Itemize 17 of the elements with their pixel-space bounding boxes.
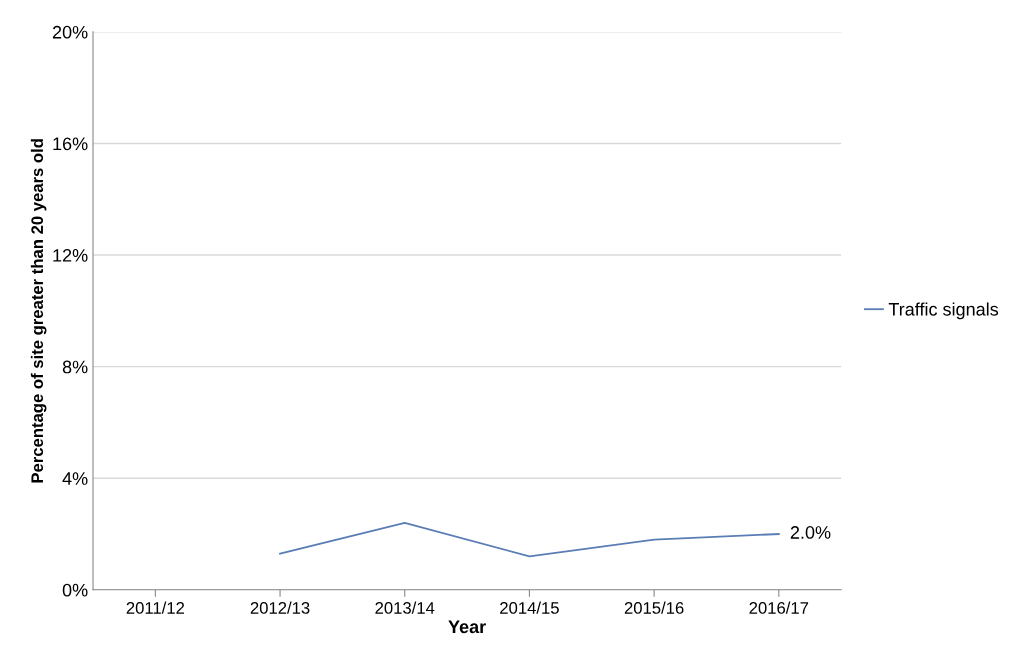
data-label: 2.0% bbox=[790, 526, 831, 539]
y-tick-label: 20% bbox=[52, 25, 88, 39]
x-tick-label: 2015/16 bbox=[624, 601, 684, 614]
y-tick-label: 4% bbox=[62, 472, 88, 485]
legend-label: Traffic signals bbox=[888, 302, 999, 320]
line-series bbox=[279, 521, 780, 558]
y-tick-label: 8% bbox=[62, 360, 88, 374]
x-tick-label: 2013/14 bbox=[375, 601, 435, 614]
y-tick-label: 16% bbox=[53, 137, 88, 151]
x-tick-label: 2014/15 bbox=[500, 601, 559, 614]
y-axis-title: Percentage of site greater than 20 years old bbox=[30, 139, 47, 483]
y-tick-label: 12% bbox=[53, 249, 88, 262]
x-tick-label: 2011/12 bbox=[126, 601, 185, 614]
y-tick-label: 0% bbox=[62, 583, 88, 597]
x-tick-label: 2012/13 bbox=[250, 601, 310, 614]
x-tick-label: 2016/17 bbox=[749, 601, 809, 614]
x-axis-title: Year bbox=[448, 620, 486, 634]
